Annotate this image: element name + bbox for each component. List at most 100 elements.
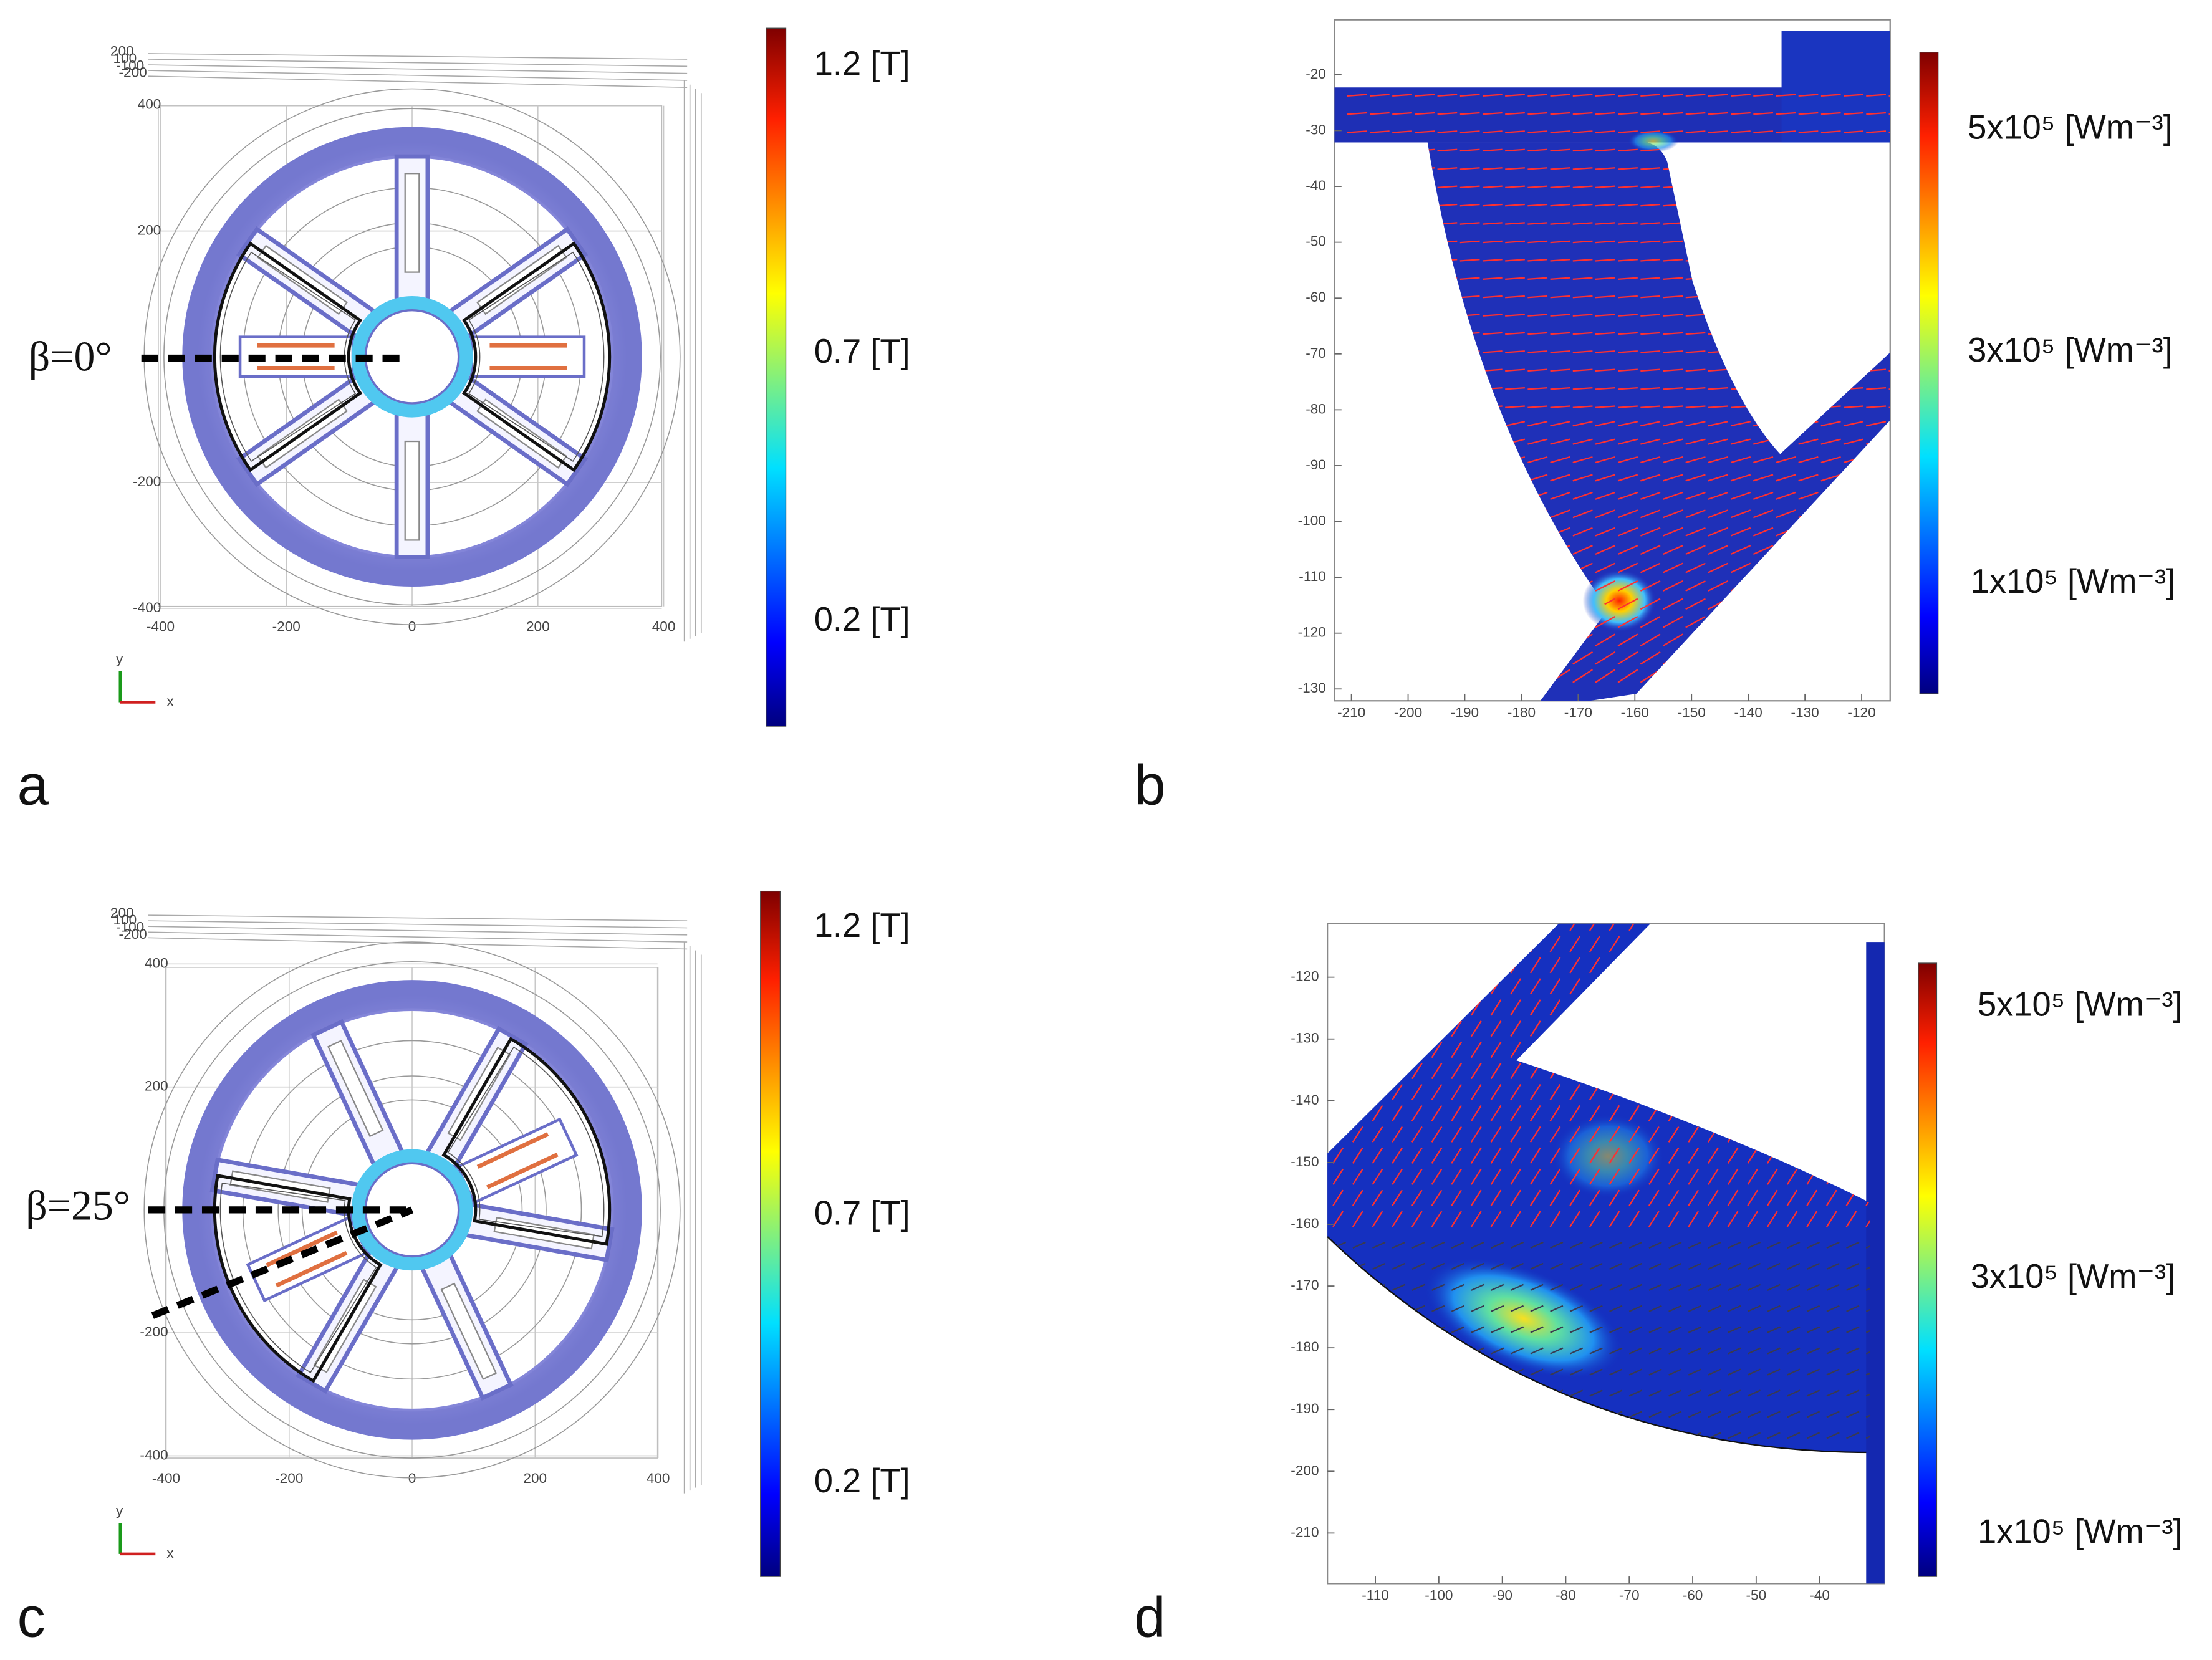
field-arrow <box>1527 185 1548 188</box>
field-arrow <box>1640 438 1661 445</box>
field-arrow <box>1411 1189 1423 1206</box>
field-arrow <box>1747 1189 1759 1206</box>
field-arrow <box>1550 405 1570 408</box>
field-arrow <box>1640 421 1661 427</box>
field-arrow <box>1482 203 1503 207</box>
field-arrow <box>1490 999 1502 1016</box>
field-arrow <box>1437 148 1458 152</box>
field-arrow <box>1569 957 1581 974</box>
field-arrow <box>1776 456 1796 464</box>
x-tick-label: -40 <box>1809 1588 1830 1603</box>
y-tick-label: -400 <box>140 1447 168 1462</box>
colorbar-label: 1x10⁵ [Wm⁻³] <box>1978 1513 2183 1551</box>
field-arrow <box>1685 350 1706 353</box>
field-arrow <box>1572 651 1594 665</box>
field-arrow <box>1865 1347 1871 1355</box>
field-arrow <box>1747 1368 1761 1376</box>
y-tick-label: -130 <box>1291 1030 1319 1046</box>
y-tick-label: -190 <box>1291 1401 1319 1416</box>
field-arrow <box>1491 1262 1504 1270</box>
field-arrow <box>1549 957 1561 974</box>
field-arrow <box>1550 94 1570 97</box>
field-arrow <box>1685 580 1706 592</box>
field-arrow <box>1451 1042 1463 1058</box>
field-arrow <box>1491 1283 1504 1291</box>
field-arrow <box>1798 491 1819 500</box>
field-arrow <box>1572 130 1593 133</box>
field-arrow <box>1663 332 1683 335</box>
field-arrow <box>1352 1147 1363 1164</box>
field-arrow <box>1550 332 1570 335</box>
field-arrow <box>1572 421 1593 427</box>
colorbar <box>760 890 781 1577</box>
field-arrow <box>1730 491 1751 500</box>
field-arrow <box>1595 185 1615 188</box>
stator-arm <box>419 1251 514 1401</box>
outline-circle <box>143 941 681 1479</box>
field-arrow <box>1549 978 1561 995</box>
field-arrow <box>1369 112 1390 115</box>
field-arrow <box>1663 405 1683 408</box>
field-arrow <box>1392 1189 1403 1206</box>
field-arrow <box>1471 1241 1484 1249</box>
box-line <box>148 59 688 67</box>
field-arrow <box>1866 130 1887 133</box>
field-arrow <box>1595 222 1615 225</box>
colorbar-label: 1x10⁵ [Wm⁻³] <box>1971 562 2176 600</box>
colorbar-label: 3x10⁵ [Wm⁻³] <box>1968 331 2173 369</box>
field-arrow <box>1470 1105 1482 1121</box>
field-arrow <box>1569 1283 1584 1291</box>
field-arrow <box>1685 474 1706 482</box>
field-arrow <box>1482 222 1503 225</box>
colorbar-label: 1.2 [T] <box>814 906 910 944</box>
motor-view: -400 -200 0 200 400400200-200-400200100-100-… <box>110 905 702 1561</box>
y-tick-label: 200 <box>138 223 161 238</box>
field-arrow <box>1595 474 1615 482</box>
field-arrow <box>1589 1305 1603 1312</box>
field-arrow <box>1628 1262 1643 1270</box>
field-arrow <box>1609 1305 1623 1312</box>
field-arrow <box>1550 1283 1564 1291</box>
winding <box>275 1250 348 1288</box>
field-arrow <box>1798 94 1819 97</box>
field-arrow <box>1490 1083 1502 1101</box>
field-arrow <box>1668 1147 1680 1164</box>
field-arrow <box>1482 112 1503 115</box>
field-arrow <box>1617 615 1638 628</box>
field-arrow <box>1640 167 1661 170</box>
field-arrow <box>1411 1147 1423 1164</box>
field-arrow <box>1787 1389 1801 1397</box>
field-arrow <box>1685 332 1706 335</box>
field-arrow <box>1888 545 1890 555</box>
field-arrow <box>1826 1305 1840 1312</box>
field-arrow <box>1470 1211 1482 1227</box>
field-arrow <box>1640 332 1661 335</box>
field-arrow <box>1826 1241 1840 1249</box>
field-arrow <box>1470 1126 1482 1143</box>
field-arrow <box>1888 491 1890 500</box>
field-arrow <box>1825 1211 1837 1227</box>
angle-line <box>151 1206 414 1319</box>
field-arrow <box>1618 295 1638 299</box>
field-arrow <box>1451 1262 1465 1270</box>
field-arrow <box>1549 1168 1561 1185</box>
field-arrow <box>1527 421 1548 427</box>
y-tick-label: -90 <box>1306 457 1326 473</box>
field-arrow <box>1490 1105 1502 1121</box>
field-arrow <box>1685 615 1706 628</box>
field-arrow <box>1787 1326 1801 1333</box>
field-arrow <box>1888 314 1890 317</box>
field-arrow <box>1727 1147 1739 1164</box>
field-arrow <box>1730 456 1751 464</box>
field-arrow <box>1527 314 1548 317</box>
field-arrow <box>1431 1189 1443 1206</box>
field-arrow <box>1617 598 1638 610</box>
field-arrow <box>1888 277 1890 281</box>
y-tick-label: -80 <box>1306 401 1326 416</box>
field-arrow <box>1595 545 1616 555</box>
field-arrow <box>1640 527 1661 537</box>
field-arrow <box>1411 1168 1423 1185</box>
field-arrow <box>1888 130 1890 133</box>
field-arrow <box>1550 240 1570 244</box>
field-arrow <box>1595 130 1615 133</box>
